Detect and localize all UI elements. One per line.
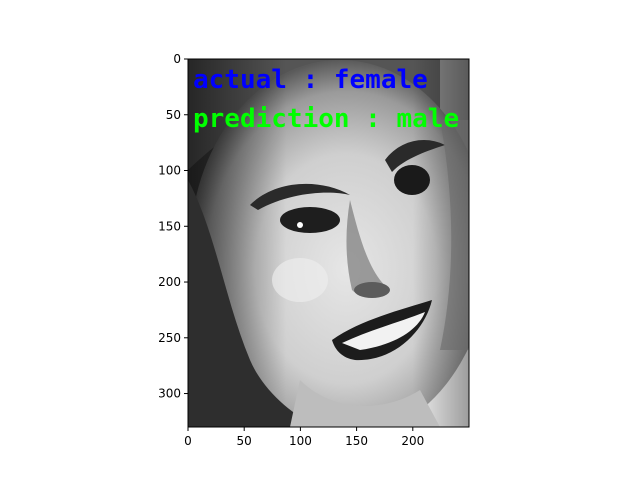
x-tick-label: 200 xyxy=(401,434,424,448)
y-tick-label: 150 xyxy=(158,219,181,233)
axes-frame xyxy=(187,58,470,428)
teeth xyxy=(342,312,425,350)
cheek-highlight xyxy=(272,258,328,302)
nose-shadow xyxy=(346,200,390,297)
left-eyebrow xyxy=(250,183,350,210)
y-tick-label: 0 xyxy=(173,52,181,66)
chin xyxy=(290,380,440,427)
x-tick-label: 0 xyxy=(184,434,192,448)
left-shadow xyxy=(188,180,320,427)
x-tick-label: 150 xyxy=(345,434,368,448)
x-tick-label: 50 xyxy=(237,434,252,448)
left-eye-highlight xyxy=(297,222,303,228)
y-tick-label: 50 xyxy=(166,108,181,122)
nose-tip xyxy=(354,282,390,298)
actual-label: actual : female xyxy=(193,65,428,95)
y-tick-label: 250 xyxy=(158,331,181,345)
left-eye xyxy=(280,207,340,233)
y-tick-label: 300 xyxy=(158,387,181,401)
prediction-label: prediction : male xyxy=(193,104,459,134)
y-tick-label: 100 xyxy=(158,164,181,178)
y-tick-label: 200 xyxy=(158,275,181,289)
right-face-edge xyxy=(440,120,469,350)
face-image xyxy=(188,59,469,427)
right-eye xyxy=(394,165,430,195)
x-tick-label: 100 xyxy=(289,434,312,448)
right-eyebrow xyxy=(385,140,445,172)
x-axis: 0 50 100 150 200 xyxy=(184,427,424,448)
y-axis: 0 50 100 150 200 250 300 xyxy=(158,52,188,401)
